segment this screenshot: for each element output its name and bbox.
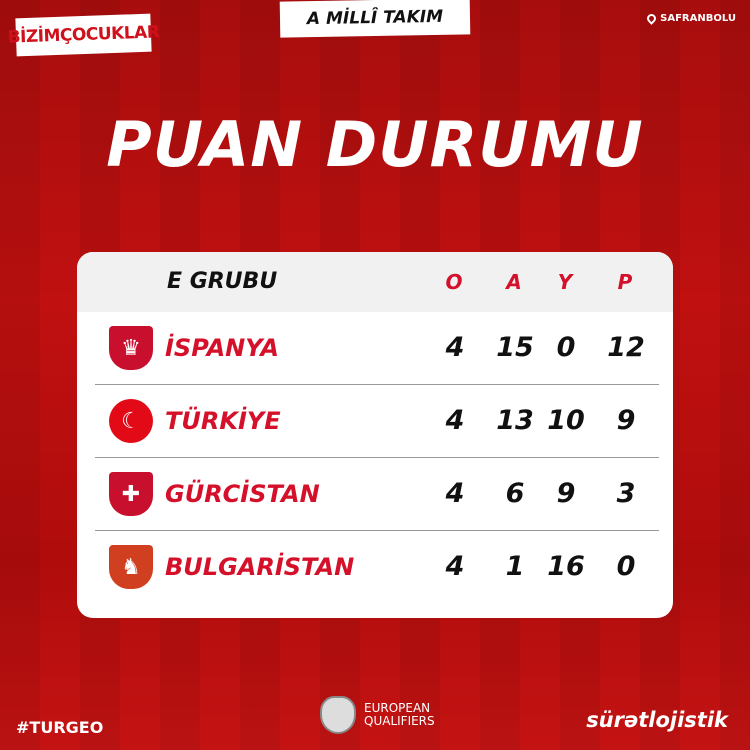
team-name: TÜRKİYE	[165, 407, 281, 435]
competition-line2: QUALIFIERS	[364, 714, 435, 728]
col-header: P	[617, 270, 633, 294]
col-header: Y	[557, 270, 573, 294]
competition-line1: EUROPEAN	[364, 701, 431, 715]
stat-cell: 9	[556, 478, 576, 509]
bulgaria-crest-icon: ♞	[109, 545, 153, 589]
stat-cell: 16	[547, 551, 585, 582]
location: SAFRANBOLU	[645, 12, 736, 25]
map-pin-icon	[645, 12, 659, 25]
stat-cell: 13	[496, 405, 534, 436]
team-name: İSPANYA	[165, 334, 279, 362]
hashtag: #TURGEO	[16, 718, 104, 737]
brand-logo: BİZİMÇOCUKLAR	[7, 13, 160, 57]
spain-crest-icon: ♛	[109, 326, 153, 370]
stat-cell: 9	[616, 405, 636, 436]
col-header: O	[445, 270, 463, 294]
standings-table: E GRUBU O A Y P ♛ İSPANYA 4 15 0 12 ☾ TÜRKİYE 4 1…	[77, 252, 673, 618]
stat-cell: 10	[547, 405, 585, 436]
stat-cell: 4	[445, 478, 465, 509]
georgia-crest-icon: ✚	[109, 472, 153, 516]
stat-cell: 0	[616, 551, 636, 582]
stat-cell: 12	[607, 332, 645, 363]
trophy-icon	[320, 696, 356, 734]
page-title: PUAN DURUMU	[106, 108, 644, 181]
stat-cell: 1	[505, 551, 525, 582]
table-row: ☾ TÜRKİYE 4 13 10 9	[95, 385, 659, 458]
sponsor-logo: sürətlojistik	[586, 708, 728, 732]
group-label: E GRUBU	[167, 269, 278, 294]
stat-cell: 6	[505, 478, 525, 509]
competition-logo: EUROPEAN QUALIFIERS	[320, 696, 435, 734]
stat-cell: 4	[445, 405, 465, 436]
stat-cell: 3	[616, 478, 636, 509]
location-label: SAFRANBOLU	[660, 13, 736, 24]
team-name: BULGARİSTAN	[165, 553, 355, 581]
stat-cell: 0	[556, 332, 576, 363]
turkey-flag-icon: ☾	[109, 399, 153, 443]
team-name: GÜRCİSTAN	[165, 480, 320, 508]
team-tag: A MİLLÎ TAKIM	[279, 0, 471, 38]
table-row: ♛ İSPANYA 4 15 0 12	[95, 312, 659, 385]
col-header: A	[506, 270, 522, 294]
table-row: ✚ GÜRCİSTAN 4 6 9 3	[95, 458, 659, 531]
stat-cell: 4	[445, 551, 465, 582]
stat-cell: 4	[445, 332, 465, 363]
table-header: E GRUBU O A Y P	[77, 252, 673, 312]
table-row: ♞ BULGARİSTAN 4 1 16 0	[95, 531, 659, 604]
stat-cell: 15	[496, 332, 534, 363]
